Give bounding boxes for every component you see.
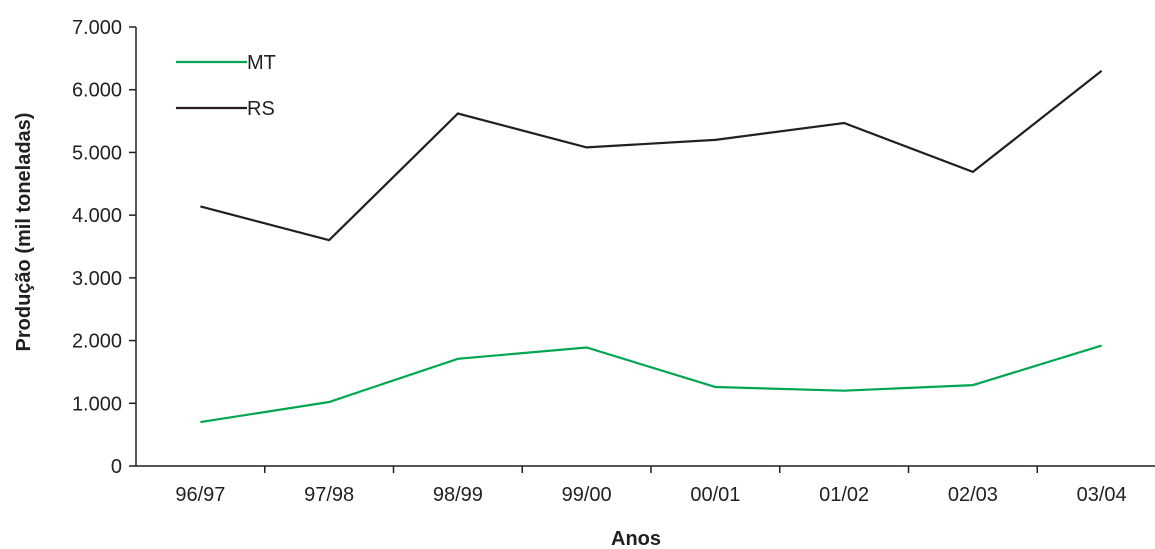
y-tick-label: 0: [111, 456, 122, 478]
x-tick-label: 97/98: [304, 484, 354, 506]
x-tick-label: 00/01: [690, 484, 740, 506]
x-tick-label: 98/99: [433, 484, 483, 506]
y-tick-label: 5.000: [72, 142, 122, 164]
x-tick-label: 96/97: [175, 484, 225, 506]
x-tick-label: 01/02: [819, 484, 869, 506]
y-axis: 0 1.000 2.000 3.000 4.000 5.000 6.000 7.000: [72, 17, 137, 478]
y-tick-label: 1.000: [72, 393, 122, 415]
x-tick-label: 02/03: [948, 484, 998, 506]
x-tick-label: 99/00: [562, 484, 612, 506]
x-axis-title: Anos: [611, 528, 661, 549]
series-layer: [200, 70, 1103, 424]
y-tick-label: 6.000: [72, 80, 122, 102]
series-line-rs: [200, 70, 1103, 242]
y-tick-label: 3.000: [72, 268, 122, 290]
y-tick-label: 4.000: [72, 205, 122, 227]
y-tick-label: 7.000: [72, 17, 122, 39]
y-tick-label: 2.000: [72, 331, 122, 353]
y-axis-title: Produção (mil toneladas): [13, 113, 35, 352]
legend-label-rs: RS: [247, 98, 275, 120]
x-axis: 96/97 97/98 98/99 99/00 00/01 01/02 02/03 03/04: [136, 465, 1155, 506]
legend: MT RS: [176, 52, 276, 120]
legend-label-mt: MT: [247, 52, 276, 74]
series-line-mt: [200, 344, 1102, 424]
x-tick-label: 03/04: [1077, 484, 1127, 506]
